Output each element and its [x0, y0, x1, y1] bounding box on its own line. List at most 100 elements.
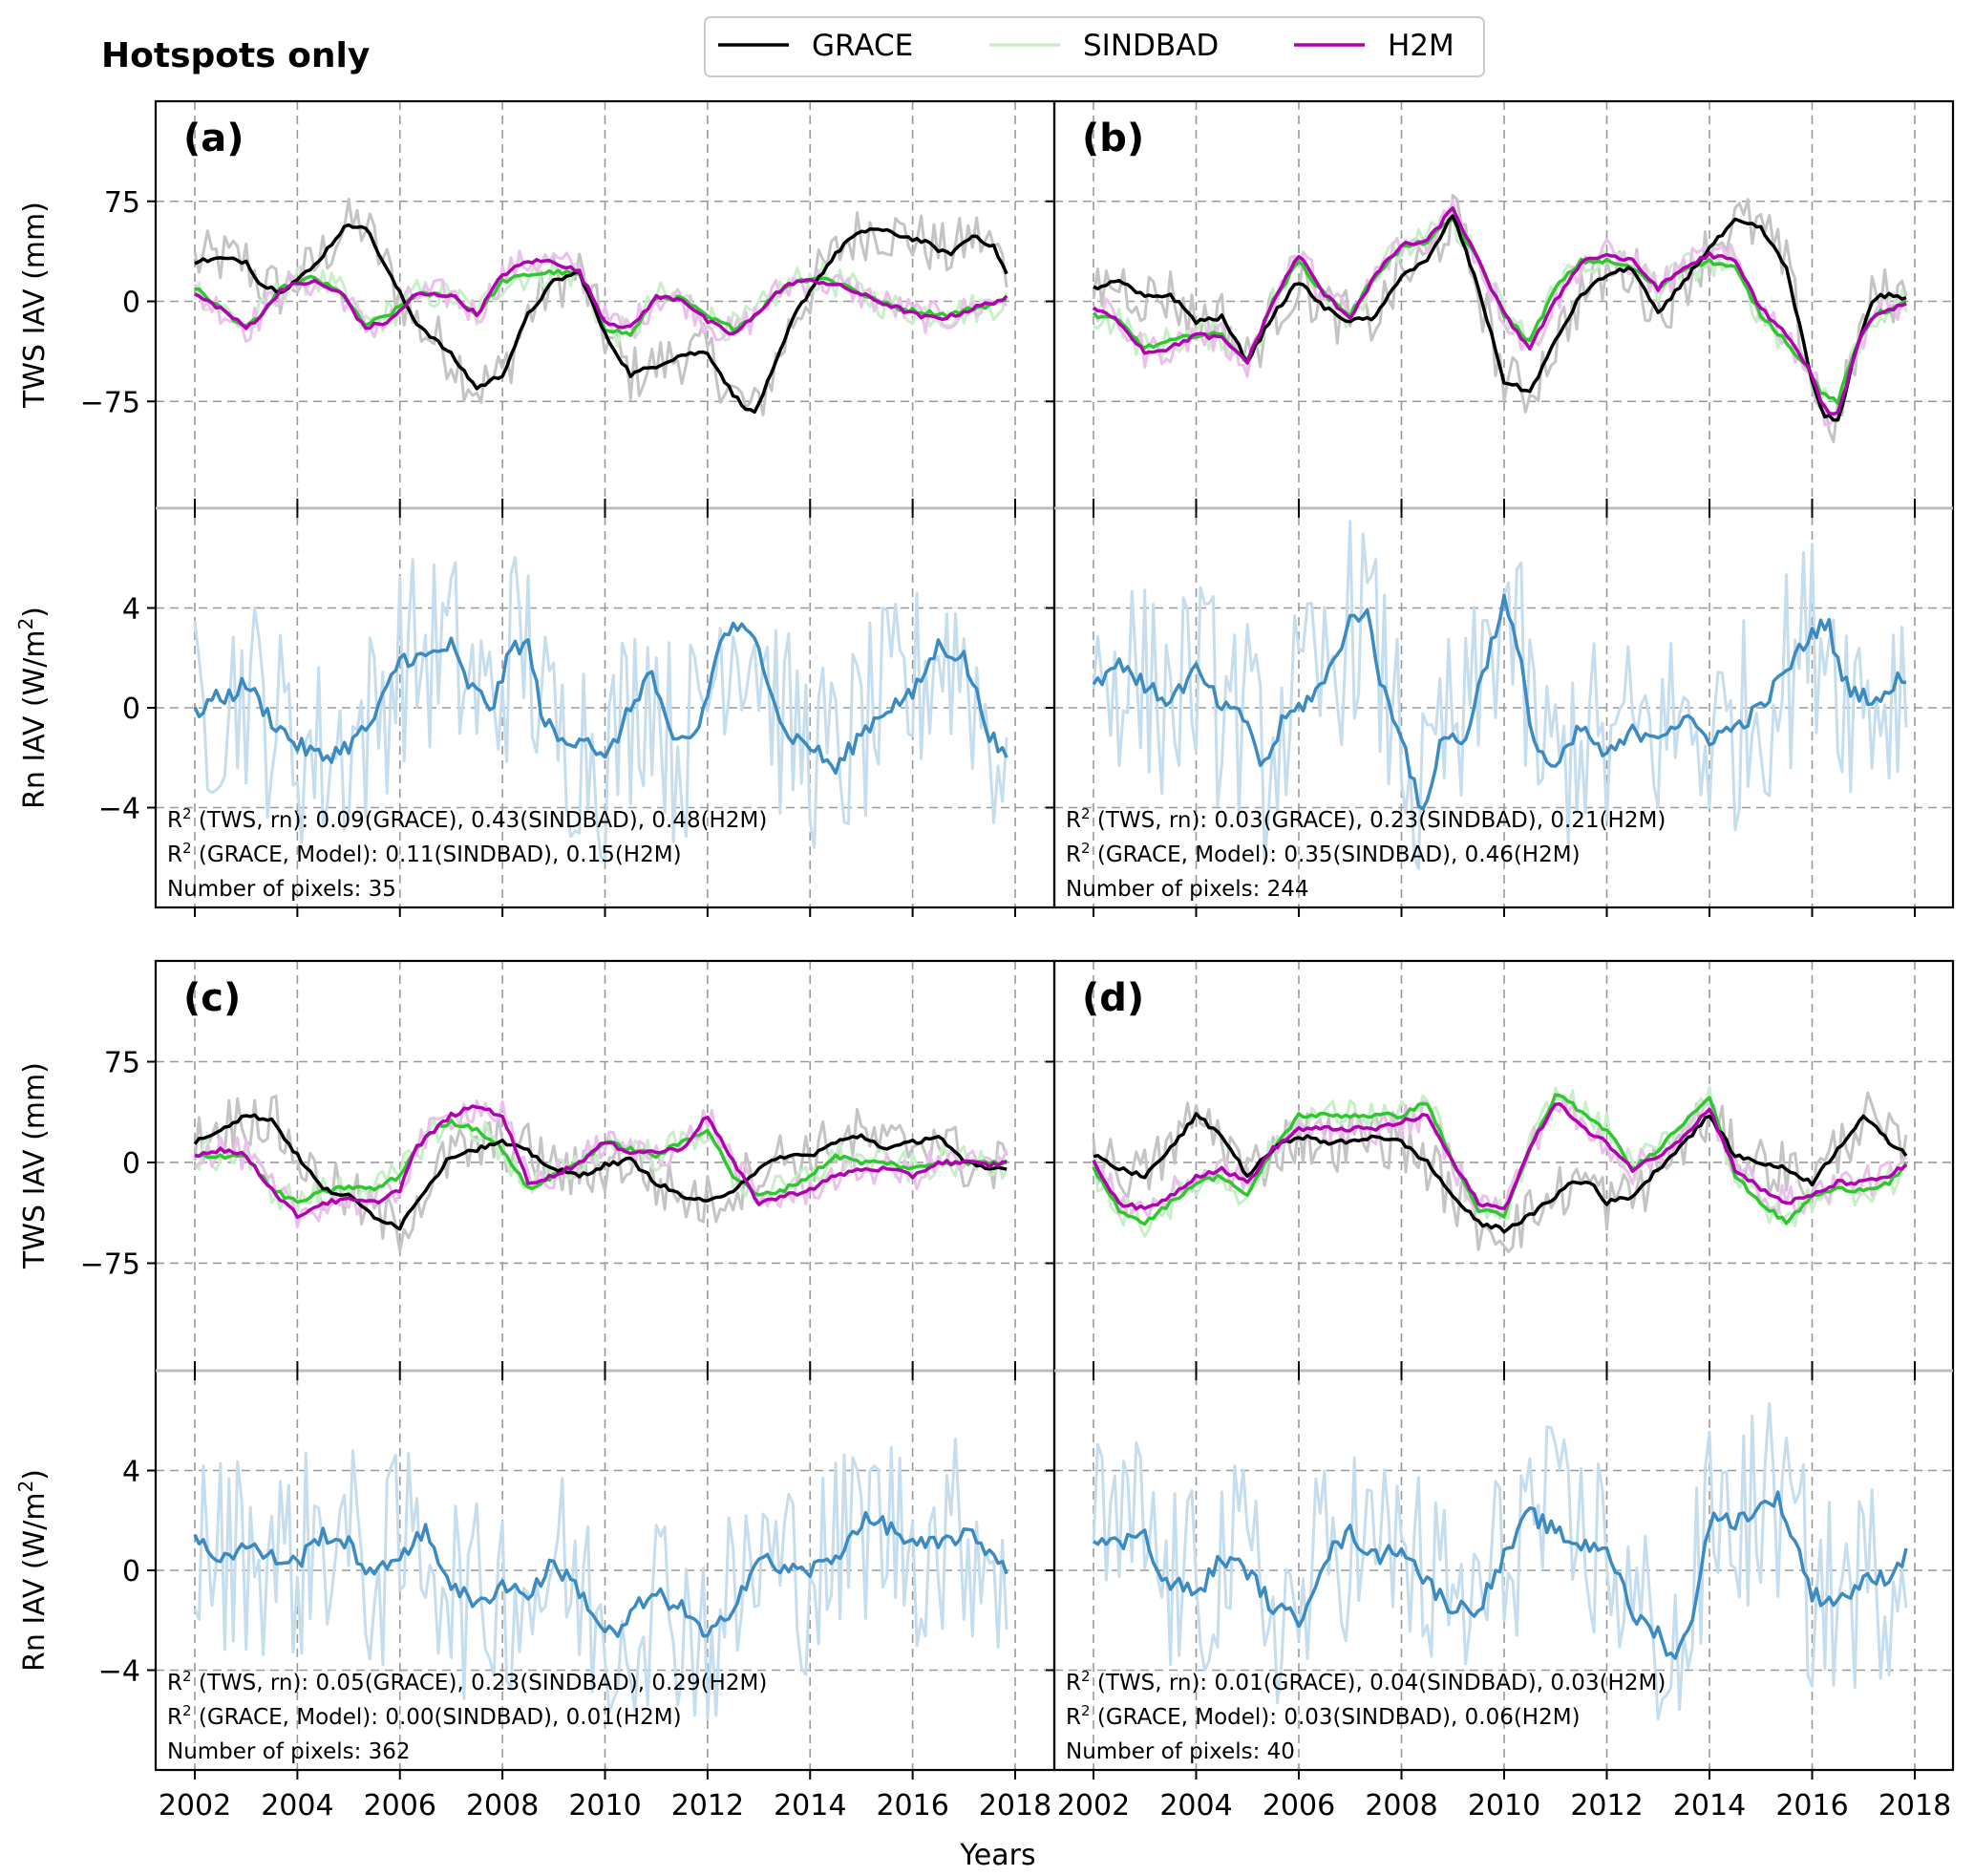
- rn-line: [1092, 593, 1907, 811]
- annotation-prefix: R: [1066, 1705, 1081, 1730]
- x-tick-label: 2018: [1878, 1789, 1951, 1823]
- rn-plot-area: [1092, 520, 1908, 870]
- annotation-pixel-count: Number of pixels: 362: [167, 1739, 411, 1764]
- panel-d: 2002 2004 2006 2008 2010 2012 2014 2016 2018 (d) R…: [1046, 959, 1955, 1823]
- annotation-text: (TWS, rn): 0.05(GRACE), 0.23(SINDBAD), 0…: [192, 1671, 768, 1695]
- annotation-prefix: R: [1066, 842, 1081, 867]
- annotation-superscript: 2: [182, 1668, 192, 1685]
- rn-plot-area: [1092, 1402, 1908, 1720]
- h2m-raw-line: [1092, 1096, 1908, 1220]
- annotation-superscript: 2: [1081, 805, 1091, 822]
- tws-plot-area: [1092, 1085, 1908, 1254]
- panel-label: (c): [183, 976, 241, 1020]
- ylabel-rn-end: ): [18, 1469, 52, 1481]
- panel-label: (a): [183, 117, 244, 160]
- x-tick-label: 2012: [1570, 1789, 1643, 1823]
- ylabel-rn-top: Rn IAV (W/m2): [14, 607, 52, 809]
- rn-ytick-label: 0: [122, 693, 140, 726]
- grace-raw-line: [1092, 194, 1908, 443]
- x-tick-label: 2010: [1468, 1789, 1540, 1823]
- rn-ytick-label: 4: [122, 1456, 140, 1489]
- annotation-r2-line: R2 (GRACE, Model): 0.00(SINDBAD), 0.01(H…: [167, 1702, 682, 1730]
- rn-plot-area: [193, 556, 1008, 862]
- x-tick-label: 2016: [1775, 1789, 1848, 1823]
- ylabel-rn-end: ): [18, 607, 52, 618]
- annotation-r2-line: R2 (GRACE, Model): 0.11(SINDBAD), 0.15(H…: [167, 840, 682, 867]
- annotation-r2-line: R2 (TWS, rn): 0.09(GRACE), 0.43(SINDBAD)…: [167, 805, 767, 833]
- x-tick-label: 2008: [1365, 1789, 1437, 1823]
- legend-label-grace: GRACE: [812, 29, 913, 63]
- grace-raw-line: [193, 1095, 1008, 1253]
- tws-ytick-label: 0: [122, 287, 140, 320]
- legend-label-h2m: H2M: [1388, 29, 1454, 63]
- rn-ytick-label: −4: [98, 793, 140, 826]
- x-tick-label: 2006: [1263, 1789, 1335, 1823]
- annotation-pixel-count: Number of pixels: 40: [1066, 1739, 1295, 1764]
- legend-label-sindbad: SINDBAD: [1083, 29, 1219, 63]
- x-tick-label: 2008: [466, 1789, 539, 1823]
- panel-label: (b): [1082, 117, 1144, 160]
- rn-line: [193, 621, 1008, 776]
- legend-frame: [704, 16, 1485, 77]
- annotation-pixel-count: Number of pixels: 244: [1066, 877, 1309, 902]
- x-tick-label: 2004: [261, 1789, 333, 1823]
- ylabel-rn-main: Rn IAV (W/m: [18, 629, 52, 809]
- annotation-prefix: R: [167, 808, 182, 833]
- panel-b: (b)R2 (TWS, rn): 0.03(GRACE), 0.23(SINDB…: [1046, 99, 1955, 917]
- x-tick-label: 2012: [671, 1789, 744, 1823]
- annotation-superscript: 2: [182, 1702, 192, 1719]
- annotation-r2-line: R2 (TWS, rn): 0.01(GRACE), 0.04(SINDBAD)…: [1066, 1668, 1666, 1695]
- grace-line: [1093, 214, 1907, 422]
- h2m-raw-line: [193, 1099, 1008, 1229]
- annotation-r2-line: R2 (TWS, rn): 0.05(GRACE), 0.23(SINDBAD)…: [167, 1668, 767, 1695]
- annotation-superscript: 2: [1081, 1668, 1091, 1685]
- legend: GRACE SINDBAD H2M: [704, 16, 1485, 77]
- grace-line: [193, 1113, 1008, 1231]
- x-tick-label: 2010: [568, 1789, 641, 1823]
- ylabel-tws-bottom: TWS IAV (mm): [18, 1062, 52, 1269]
- x-tick-label: 2014: [1673, 1789, 1746, 1823]
- annotation-superscript: 2: [182, 805, 192, 822]
- panel-label: (d): [1082, 976, 1144, 1020]
- h2m-raw-line: [1092, 198, 1908, 427]
- x-tick-label: 2014: [774, 1789, 846, 1823]
- ylabel-rn-sup: 2: [14, 618, 37, 630]
- rn-raw-line: [193, 556, 1008, 862]
- x-tick-label: 2016: [876, 1789, 948, 1823]
- annotation-prefix: R: [1066, 1671, 1081, 1695]
- rn-ytick-label: −4: [98, 1655, 140, 1689]
- ylabel-tws-top: TWS IAV (mm): [18, 202, 52, 409]
- ylabel-rn-main: Rn IAV (W/m: [18, 1492, 52, 1672]
- tws-ytick-label: −75: [80, 386, 140, 419]
- annotation-superscript: 2: [1081, 840, 1091, 857]
- rn-raw-line: [193, 1438, 1008, 1721]
- tws-ytick-label: −75: [80, 1247, 140, 1281]
- rn-raw-line: [1092, 1402, 1908, 1720]
- sindbad-raw-line: [1092, 1085, 1908, 1238]
- x-tick-label: 2004: [1159, 1789, 1232, 1823]
- ylabel-rn-bottom: Rn IAV (W/m2): [14, 1469, 52, 1672]
- annotation-r2-line: R2 (GRACE, Model): 0.03(SINDBAD), 0.06(H…: [1066, 1702, 1581, 1730]
- sindbad-line: [1092, 1093, 1908, 1226]
- annotation-text: (GRACE, Model): 0.11(SINDBAD), 0.15(H2M): [192, 842, 682, 867]
- annotation-text: (TWS, rn): 0.01(GRACE), 0.04(SINDBAD), 0…: [1091, 1671, 1666, 1695]
- tws-plot-area: [1092, 194, 1908, 443]
- figure-title: Hotspots only: [101, 36, 370, 75]
- h2m-line: [194, 258, 1008, 335]
- annotation-superscript: 2: [182, 840, 192, 857]
- panels: 75 0 −75 4 0 −4 (a) R2 (TWS, rn): 0.09(GRACE), …: [80, 99, 1955, 1823]
- annotation-text: (GRACE, Model): 0.35(SINDBAD), 0.46(H2M): [1091, 842, 1581, 867]
- tws-ytick-label: 75: [104, 186, 140, 220]
- tws-plot-area: [193, 1095, 1008, 1253]
- tws-plot-area: [193, 198, 1008, 416]
- rn-line: [193, 1510, 1008, 1638]
- annotation-text: (GRACE, Model): 0.00(SINDBAD), 0.01(H2M): [192, 1705, 682, 1730]
- grace-line: [1093, 1112, 1908, 1234]
- annotation-prefix: R: [167, 842, 182, 867]
- x-tick-label: 2002: [1057, 1789, 1130, 1823]
- tws-ytick-label: 75: [104, 1046, 140, 1079]
- x-tick-label: 2002: [159, 1789, 231, 1823]
- annotation-prefix: R: [167, 1705, 182, 1730]
- xlabel: Years: [959, 1839, 1035, 1872]
